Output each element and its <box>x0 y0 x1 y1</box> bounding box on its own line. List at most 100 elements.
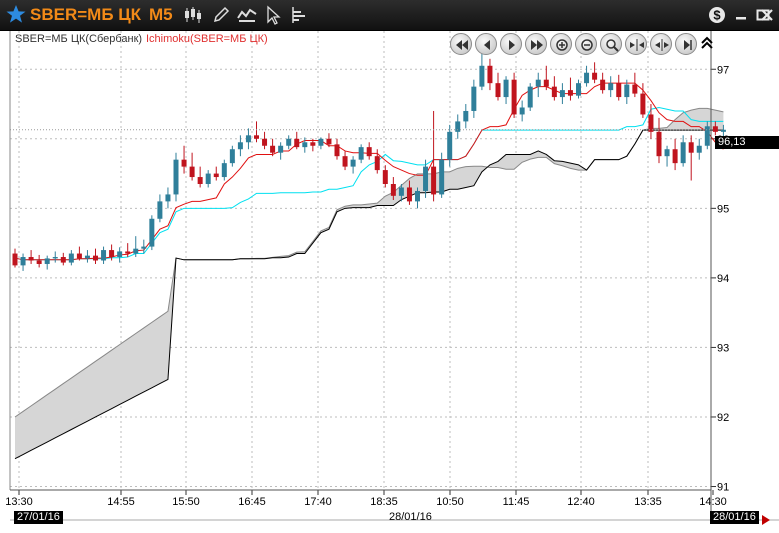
candle <box>318 137 324 150</box>
candle <box>12 248 18 268</box>
candle-body <box>584 72 590 84</box>
dollar-icon[interactable]: $ <box>707 6 727 24</box>
candle <box>125 243 131 258</box>
price-chart[interactable]: 9192939495969713:3014:5515:5016:4517:401… <box>0 31 779 533</box>
candle-body <box>342 156 348 167</box>
candle-body <box>205 173 211 184</box>
double-chevron-up-icon <box>701 36 713 49</box>
step-forward-button[interactable] <box>500 33 522 55</box>
candle-body <box>624 84 630 98</box>
candlestick-icon[interactable] <box>183 5 203 25</box>
candle-body <box>543 79 549 87</box>
legend-indicator[interactable]: Ichimoku(SBER=МБ ЦК) <box>146 33 268 45</box>
objects-icon[interactable] <box>290 5 310 25</box>
x-tick-label: 15:50 <box>172 496 200 508</box>
candle-body <box>52 257 58 259</box>
candle <box>76 246 82 261</box>
zoom-out-icon <box>581 39 593 51</box>
candle-body <box>125 251 131 254</box>
candle-body <box>455 121 461 132</box>
candle-body <box>374 156 380 171</box>
candle <box>527 83 533 111</box>
candle-body <box>680 142 686 164</box>
pencil-icon[interactable] <box>211 5 231 25</box>
candle-body <box>471 86 477 111</box>
expand-button[interactable] <box>650 33 672 55</box>
candle-body <box>672 149 678 164</box>
go-end-icon <box>684 40 692 50</box>
minimize-icon[interactable] <box>731 6 751 24</box>
candle-body <box>415 190 420 202</box>
candle <box>672 138 678 171</box>
fast-forward-icon <box>531 40 543 50</box>
candle-body <box>165 194 171 202</box>
candle-body <box>503 79 509 98</box>
go-end-button[interactable] <box>675 33 697 55</box>
compress-button[interactable] <box>625 33 647 55</box>
candle <box>463 104 469 129</box>
fast-forward-button[interactable] <box>525 33 547 55</box>
kijun-line <box>14 106 724 261</box>
candle-body <box>447 131 453 160</box>
candle-body <box>720 129 726 132</box>
close-icon[interactable] <box>757 6 777 24</box>
zoom-out-button[interactable] <box>575 33 597 55</box>
candle <box>495 72 501 101</box>
candle-body <box>704 126 710 146</box>
candle <box>511 72 517 118</box>
candle-body <box>712 126 718 132</box>
collapse-toolbar-button[interactable] <box>700 35 714 51</box>
x-tick-label: 17:40 <box>304 496 332 508</box>
candle <box>205 170 211 188</box>
candle-body <box>149 218 155 247</box>
candle <box>423 159 429 198</box>
zoom-in-button[interactable] <box>550 33 572 55</box>
candle <box>157 194 163 223</box>
candle-body <box>101 250 107 261</box>
candle <box>616 74 622 101</box>
start-date-label: 27/01/16 <box>14 511 63 524</box>
candle-body <box>479 65 485 87</box>
candle-body <box>60 257 66 263</box>
zoom-fit-button[interactable] <box>600 33 622 55</box>
favorite-star-icon[interactable] <box>6 4 26 24</box>
y-tick-label: 92 <box>717 412 729 424</box>
candle <box>310 138 316 152</box>
y-tick-label: 93 <box>717 342 729 354</box>
candle <box>189 152 195 181</box>
timeframe-label[interactable]: M5 <box>149 5 173 24</box>
candle <box>415 187 420 209</box>
candle-body <box>423 166 429 191</box>
indicator-icon[interactable] <box>237 5 257 25</box>
chart-area[interactable]: 9192939495969713:3014:5515:5016:4517:401… <box>0 31 779 533</box>
candle <box>237 135 243 157</box>
candle <box>117 247 123 263</box>
candle <box>302 137 308 153</box>
candle-body <box>463 110 469 122</box>
candle <box>133 236 139 258</box>
candle <box>374 149 380 174</box>
candle-body <box>648 114 654 132</box>
candle <box>28 250 34 264</box>
candle-body <box>656 131 662 157</box>
symbol-label[interactable]: SBER=МБ ЦК <box>30 5 142 24</box>
cursor-icon[interactable] <box>263 5 283 25</box>
candle <box>221 159 227 181</box>
candle <box>624 79 630 105</box>
candle <box>109 244 115 261</box>
step-back-button[interactable] <box>475 33 497 55</box>
rewind-start-button[interactable] <box>450 33 472 55</box>
candle <box>262 131 268 150</box>
candle-body <box>44 258 50 264</box>
candle <box>720 124 726 138</box>
candle-body <box>559 90 565 98</box>
candle <box>656 117 662 164</box>
candle-body <box>229 149 235 164</box>
y-tick-label: 91 <box>717 482 729 494</box>
candle-body <box>487 65 493 84</box>
legend-instrument: SBER=МБ ЦК(Сбербанк) <box>15 33 143 45</box>
x-tick-label: 18:35 <box>370 496 398 508</box>
candle-body <box>310 142 316 146</box>
candle <box>447 124 453 167</box>
